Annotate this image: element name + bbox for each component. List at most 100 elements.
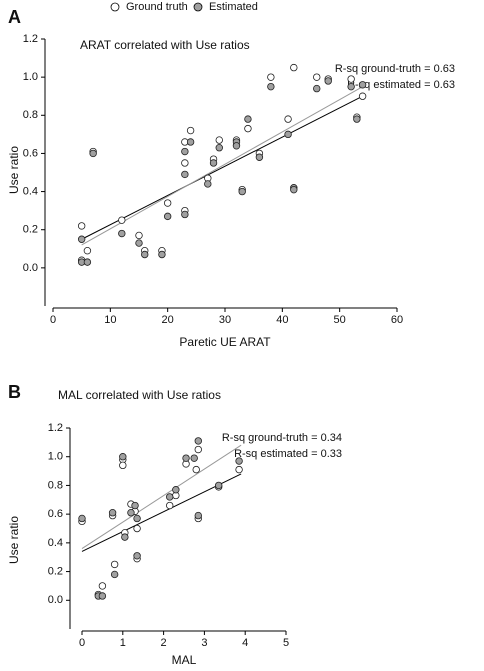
data-point xyxy=(194,511,202,520)
y-axis-label: Use ratio xyxy=(7,516,21,564)
data-point xyxy=(313,73,321,81)
data-point xyxy=(118,216,126,224)
chart-title: ARAT correlated with Use ratios xyxy=(80,38,250,52)
data-point xyxy=(194,445,202,454)
x-tick-label: 30 xyxy=(219,314,231,326)
annotation: R-sq ground-truth = 0.63 xyxy=(335,63,455,75)
data-point xyxy=(158,250,166,259)
data-point xyxy=(267,73,275,81)
data-point xyxy=(181,159,189,167)
data-point xyxy=(194,437,202,445)
data-point xyxy=(209,159,218,167)
annotation: R-sq estimated = 0.33 xyxy=(234,448,342,460)
data-point xyxy=(214,481,223,490)
data-point xyxy=(267,82,275,91)
data-point xyxy=(358,81,367,89)
data-point xyxy=(110,560,119,569)
data-point xyxy=(133,524,141,533)
x-tick-label: 0 xyxy=(50,314,56,326)
data-point xyxy=(108,509,117,517)
x-tick-label: 4 xyxy=(242,637,248,649)
y-tick-label: 0.2 xyxy=(48,565,63,577)
data-point xyxy=(77,235,86,243)
legend-label: Estimated xyxy=(209,1,258,13)
data-point xyxy=(347,82,355,91)
y-tick-label: 1.0 xyxy=(23,71,38,83)
data-point xyxy=(131,501,139,510)
y-tick-label: 0.6 xyxy=(48,508,63,520)
data-point xyxy=(118,229,126,238)
data-point xyxy=(190,454,198,462)
data-point xyxy=(192,465,200,474)
data-point xyxy=(163,199,172,207)
data-point xyxy=(133,514,141,523)
y-tick-label: 1.2 xyxy=(48,422,63,434)
x-tick-label: 10 xyxy=(104,314,116,326)
data-point xyxy=(98,582,107,590)
data-point xyxy=(290,63,298,72)
data-point xyxy=(186,138,195,146)
fit-line xyxy=(81,86,363,246)
x-axis-label: MAL xyxy=(172,653,197,667)
x-tick-label: 50 xyxy=(334,314,346,326)
data-point xyxy=(215,144,223,152)
data-point xyxy=(232,142,241,150)
y-tick-label: 1.2 xyxy=(23,33,38,45)
data-point xyxy=(324,77,332,85)
data-point xyxy=(244,124,252,133)
y-tick-label: 0.6 xyxy=(23,147,38,159)
data-point xyxy=(119,453,127,461)
data-point xyxy=(347,75,355,83)
data-point xyxy=(127,509,135,517)
data-point xyxy=(284,115,292,123)
annotation: R-sq ground-truth = 0.34 xyxy=(222,432,342,444)
data-point xyxy=(290,185,298,194)
data-point xyxy=(353,115,361,123)
x-tick-label: 0 xyxy=(79,637,85,649)
x-tick-label: 60 xyxy=(391,314,403,326)
data-point xyxy=(204,180,212,188)
fit-line xyxy=(81,473,242,552)
y-tick-label: 0.4 xyxy=(48,537,63,549)
data-point xyxy=(181,170,189,179)
data-point xyxy=(119,461,127,470)
data-point xyxy=(182,454,190,462)
y-tick-label: 0.8 xyxy=(48,479,63,491)
data-point xyxy=(133,552,141,560)
data-point xyxy=(186,126,195,135)
x-tick-label: 5 xyxy=(283,637,289,649)
y-axis-label: Use ratio xyxy=(7,146,21,194)
x-tick-label: 1 xyxy=(120,637,126,649)
data-point xyxy=(284,130,292,139)
data-point xyxy=(244,115,252,123)
legend-marker xyxy=(193,2,203,12)
y-tick-label: 0.4 xyxy=(23,185,38,197)
annotation: R-sq estimated = 0.63 xyxy=(347,79,455,91)
data-point xyxy=(181,147,189,156)
legend-label: Ground truth xyxy=(126,1,188,13)
fit-line xyxy=(81,444,242,550)
data-point xyxy=(135,231,143,240)
x-tick-label: 40 xyxy=(276,314,288,326)
data-point xyxy=(358,92,367,100)
data-point xyxy=(78,514,86,523)
data-point xyxy=(313,84,321,93)
fit-line xyxy=(81,95,363,240)
panel-label: A xyxy=(8,7,21,27)
y-tick-label: 1.0 xyxy=(48,451,63,463)
data-point xyxy=(235,465,243,474)
data-point xyxy=(141,250,149,259)
data-point xyxy=(215,136,223,144)
data-point xyxy=(166,493,174,501)
legend-marker xyxy=(110,2,120,12)
data-point xyxy=(181,210,189,219)
panel-label: B xyxy=(8,382,21,402)
x-tick-label: 3 xyxy=(201,637,207,649)
data-point xyxy=(121,533,129,541)
data-point xyxy=(83,258,92,266)
data-point xyxy=(98,592,107,600)
x-tick-label: 20 xyxy=(162,314,174,326)
y-tick-label: 0.8 xyxy=(23,109,38,121)
data-point xyxy=(83,246,92,255)
data-point xyxy=(77,222,86,230)
